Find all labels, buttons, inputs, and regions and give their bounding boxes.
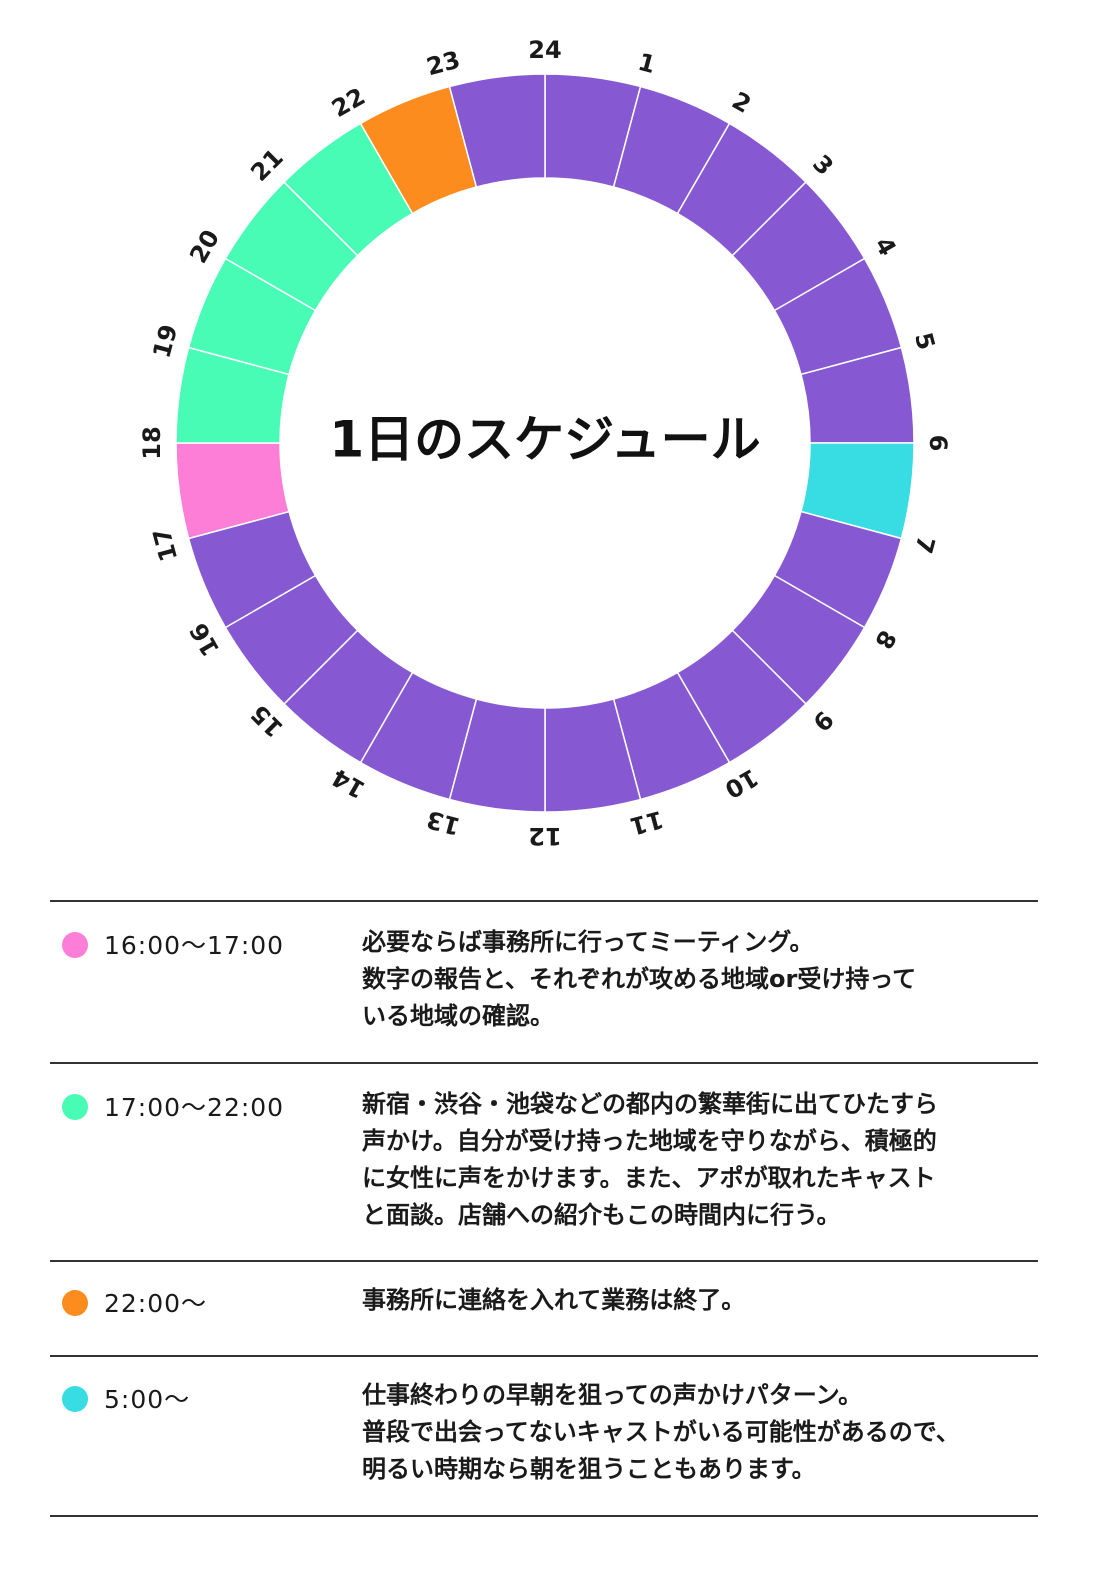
- hour-label-24: 24: [528, 36, 561, 64]
- hour-label-10: 10: [720, 763, 763, 804]
- hour-label-21: 21: [245, 143, 288, 186]
- hour-label-6: 6: [924, 435, 952, 452]
- hour-label-7: 7: [909, 533, 940, 556]
- hour-label-8: 8: [869, 625, 902, 653]
- time-label: 17:00〜22:00: [104, 1093, 285, 1122]
- hour-label-13: 13: [424, 805, 464, 841]
- hour-label-2: 2: [727, 86, 755, 119]
- time-label: 5:00〜: [104, 1385, 191, 1414]
- pink-dot-icon: [62, 932, 88, 958]
- hour-label-20: 20: [184, 225, 225, 268]
- description-line: 仕事終わりの早朝を狙っての声かけパターン。: [362, 1381, 863, 1409]
- hour-label-3: 3: [807, 149, 839, 181]
- hour-label-5: 5: [909, 330, 940, 353]
- hour-label-9: 9: [807, 705, 839, 737]
- schedule-row-2200: 22:00〜 事務所に連絡を入れて業務は終了。: [50, 1260, 1038, 1355]
- schedule-row-1600: 16:00〜17:00 必要ならば事務所に行ってミーティング。 数字の報告と、そ…: [50, 900, 1038, 1062]
- description-line: 事務所に連絡を入れて業務は終了。: [362, 1286, 746, 1314]
- hour-label-14: 14: [327, 763, 370, 804]
- description-line: に女性に声をかけます。また、アポが取れたキャスト: [362, 1164, 936, 1192]
- hour-segments: [175, 73, 915, 813]
- schedule-row-0500: 5:00〜 仕事終わりの早朝を狙っての声かけパターン。 普段で出会ってないキャス…: [50, 1355, 1038, 1517]
- description: 事務所に連絡を入れて業務は終了。: [362, 1282, 1052, 1319]
- description-line: 数字の報告と、それぞれが攻める地域or受け持って: [362, 965, 917, 993]
- hour-label-11: 11: [627, 805, 667, 841]
- description-line: 普段で出会ってないキャストがいる可能性があるので、: [362, 1418, 960, 1446]
- hour-label-17: 17: [148, 525, 184, 565]
- green-dot-icon: [62, 1094, 88, 1120]
- description-line: と面談。店舗への紹介もこの時間内に行う。: [362, 1201, 841, 1229]
- description-line: いる地域の確認。: [362, 1002, 554, 1030]
- dial-title: 1日のスケジュール: [329, 411, 760, 469]
- description: 仕事終わりの早朝を狙っての声かけパターン。 普段で出会ってないキャストがいる可能…: [362, 1377, 1052, 1488]
- hour-segment-23: [448, 73, 546, 188]
- orange-dot-icon: [62, 1290, 88, 1316]
- description-line: 新宿・渋谷・池袋などの都内の繁華街に出てひたすら: [362, 1090, 938, 1118]
- hour-label-1: 1: [635, 48, 658, 79]
- description-line: 声かけ。自分が受け持った地域を守りながら、積極的: [362, 1127, 937, 1155]
- hour-label-19: 19: [148, 322, 184, 362]
- description-line: 必要ならば事務所に行ってミーティング。: [362, 928, 814, 956]
- hour-label-18: 18: [138, 426, 166, 459]
- description: 必要ならば事務所に行ってミーティング。 数字の報告と、それぞれが攻める地域or受…: [362, 924, 1052, 1035]
- description: 新宿・渋谷・池袋などの都内の繁華街に出てひたすら 声かけ。自分が受け持った地域を…: [362, 1086, 1052, 1234]
- description-line: 明るい時期なら朝を狙うこともあります。: [362, 1455, 816, 1483]
- hour-label-16: 16: [184, 618, 225, 661]
- time-label: 22:00〜: [104, 1289, 208, 1318]
- hour-label-22: 22: [327, 82, 370, 123]
- time-label: 16:00〜17:00: [104, 931, 285, 960]
- schedule-row-1700: 17:00〜22:00 新宿・渋谷・池袋などの都内の繁華街に出てひたすら 声かけ…: [50, 1062, 1038, 1260]
- hour-label-12: 12: [528, 822, 561, 850]
- schedule-list: 16:00〜17:00 必要ならば事務所に行ってミーティング。 数字の報告と、そ…: [50, 900, 1038, 1517]
- hour-label-15: 15: [245, 699, 288, 742]
- hour-label-23: 23: [424, 46, 464, 82]
- cyan-dot-icon: [62, 1386, 88, 1412]
- hour-label-4: 4: [869, 232, 902, 260]
- schedule-dial: 24 1234567891011121314151617181920212223 …: [138, 36, 952, 850]
